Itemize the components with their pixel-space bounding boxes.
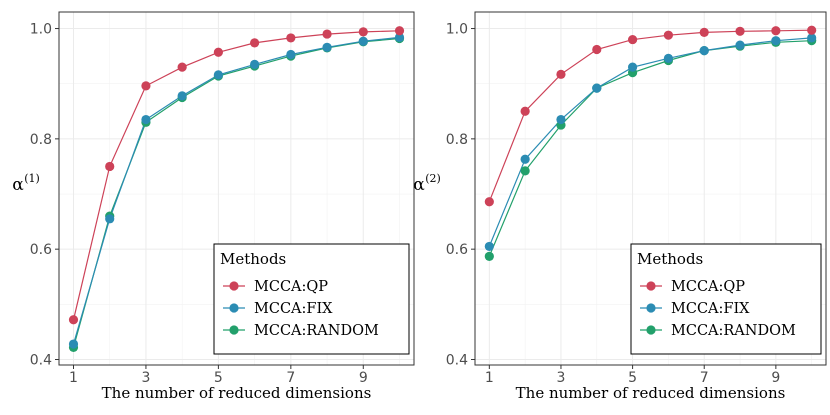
legend-key-point <box>646 325 656 335</box>
x-tick-label: 9 <box>359 370 368 386</box>
data-point-mcca-qp <box>520 106 530 116</box>
data-point-mcca-fix <box>520 154 530 164</box>
panel-border <box>474 11 827 366</box>
y-axis-label-superscript: (2) <box>425 172 441 185</box>
legend-title: Methods <box>637 250 703 268</box>
legend-key-point <box>229 303 239 313</box>
data-point-mcca-qp <box>141 81 151 91</box>
series-line-mcca-qp <box>488 29 812 202</box>
data-point-mcca-qp <box>105 161 115 172</box>
y-tick-label: 1.0 <box>30 22 52 38</box>
x-tick-label: 1 <box>485 370 494 386</box>
y-tick-label: 0.6 <box>446 242 468 258</box>
series-line-mcca-fix <box>488 37 812 247</box>
x-tick-label: 9 <box>771 370 780 386</box>
legend-label: MCCA:RANDOM <box>671 323 796 339</box>
y-axis-label-superscript: (1) <box>24 172 40 185</box>
data-point-mcca-fix <box>663 53 674 63</box>
data-point-mcca-random <box>484 251 494 261</box>
data-point-mcca-fix <box>322 42 332 52</box>
chart-panel-2: 1 3 5 7 9 0.4 0.6 0.8 1.0 The number of reduced d… <box>413 11 827 402</box>
data-point-mcca-qp <box>250 38 260 48</box>
data-point-mcca-qp <box>394 26 405 36</box>
legend-box <box>213 243 410 355</box>
legend-title: Methods <box>220 250 286 268</box>
data-point-mcca-qp <box>68 315 79 325</box>
data-point-mcca-fix <box>699 46 709 56</box>
data-point-mcca-fix <box>286 49 296 60</box>
data-point-mcca-fix <box>141 114 151 125</box>
legend-key-point <box>646 281 656 291</box>
x-tick-label: 1 <box>69 370 78 386</box>
panel-border <box>58 11 415 366</box>
y-tick-label: 0.6 <box>30 242 52 258</box>
data-point-mcca-qp <box>699 27 709 38</box>
legend-key-point <box>646 303 656 313</box>
x-tick-label: 5 <box>214 370 223 386</box>
legend-label: MCCA:FIX <box>671 301 750 317</box>
y-tick-label: 1.0 <box>446 22 468 38</box>
data-point-mcca-qp <box>807 25 817 35</box>
y-axis-label: α <box>12 175 24 195</box>
legend-key-point <box>229 325 239 335</box>
data-point-mcca-fix <box>592 83 602 93</box>
legend-label: MCCA:RANDOM <box>254 323 379 339</box>
data-point-mcca-fix <box>771 36 781 46</box>
data-point-mcca-qp <box>358 27 368 37</box>
x-axis-label: The number of reduced dimensions <box>102 384 372 402</box>
data-point-mcca-qp <box>556 69 566 79</box>
legend-label: MCCA:QP <box>671 279 745 295</box>
legend-label: MCCA:FIX <box>254 301 333 317</box>
data-point-mcca-qp <box>592 44 602 55</box>
data-point-mcca-fix <box>394 32 405 42</box>
x-tick-label: 3 <box>556 370 565 386</box>
data-point-mcca-qp <box>735 26 745 36</box>
chart-panel-1: 1 3 5 7 9 0.4 0.6 0.8 1.0 The number of reduced d… <box>12 11 415 402</box>
data-point-mcca-fix <box>213 70 223 80</box>
legend-label: MCCA:QP <box>254 279 328 295</box>
y-axis-label: α <box>413 175 425 195</box>
series-line-mcca-random <box>488 40 812 257</box>
y-tick-label: 0.8 <box>30 132 52 148</box>
series-line-mcca-qp <box>72 30 400 320</box>
data-point-mcca-qp <box>484 197 494 207</box>
data-point-mcca-fix <box>177 91 187 101</box>
legend-key-point <box>229 281 239 291</box>
data-point-mcca-qp <box>213 47 223 57</box>
series-line-mcca-fix <box>72 36 400 345</box>
data-point-mcca-fix <box>627 62 638 72</box>
data-point-mcca-qp <box>627 34 638 45</box>
data-point-mcca-qp <box>177 62 187 72</box>
data-point-mcca-fix <box>735 40 745 50</box>
x-tick-label: 3 <box>141 370 150 386</box>
data-point-mcca-fix <box>807 33 817 43</box>
data-point-mcca-qp <box>286 33 296 43</box>
data-point-mcca-fix <box>556 114 566 125</box>
legend: Methods MCCA:QP MCCA:FIX MCCA:RANDOM <box>213 243 410 355</box>
x-tick-label: 5 <box>628 370 637 386</box>
x-tick-label: 7 <box>286 370 295 386</box>
data-point-mcca-qp <box>771 26 781 36</box>
y-tick-label: 0.8 <box>446 132 468 148</box>
data-point-mcca-qp <box>322 29 332 39</box>
data-point-mcca-fix <box>484 241 494 252</box>
y-tick-label: 0.4 <box>446 352 468 368</box>
data-point-mcca-fix <box>68 339 79 349</box>
legend: Methods MCCA:QP MCCA:FIX MCCA:RANDOM <box>630 243 822 355</box>
data-point-mcca-fix <box>358 36 368 46</box>
y-tick-label: 0.4 <box>30 352 52 368</box>
data-point-mcca-fix <box>250 59 260 69</box>
data-point-mcca-qp <box>663 30 674 40</box>
legend-box <box>630 243 822 355</box>
data-point-mcca-fix <box>105 214 115 224</box>
x-axis-label: The number of reduced dimensions <box>516 384 786 402</box>
x-tick-label: 7 <box>700 370 709 386</box>
data-point-mcca-random <box>520 166 530 176</box>
